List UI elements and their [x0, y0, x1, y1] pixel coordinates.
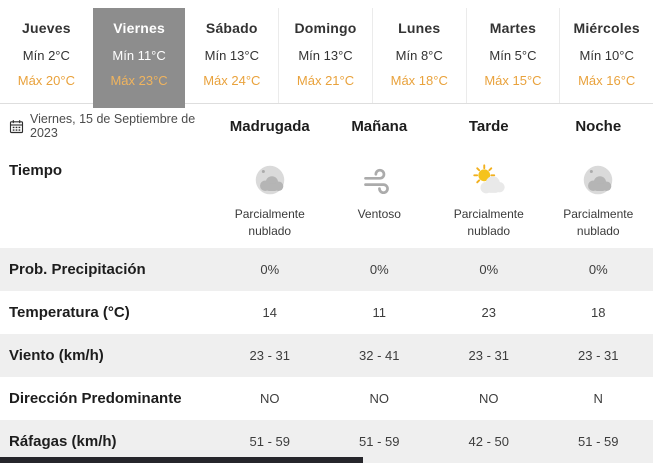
wind-row: Viento (km/h) 23 - 31 32 - 41 23 - 31 23… — [0, 334, 653, 377]
row-label-temperatura: Temperatura (°C) — [9, 304, 130, 321]
day-name: Miércoles — [573, 20, 640, 36]
precipitation-noche: 0% — [588, 262, 608, 277]
min-temp: Mín 5°C — [489, 48, 537, 63]
precipitation-tarde: 0% — [479, 262, 499, 277]
weather-caption: Ventoso — [357, 207, 401, 221]
min-temp: Mín 10°C — [579, 48, 634, 63]
gusts-noche: 51 - 59 — [578, 434, 619, 449]
row-label-direccion: Dirección Predominante — [9, 390, 182, 407]
day-tab-viernes-selected[interactable]: Viernes Mín 11°C Máx 23°C — [92, 8, 186, 108]
precipitation-row: Prob. Precipitación 0% 0% 0% 0% — [0, 248, 653, 291]
period-header-madrugada: Madrugada — [229, 117, 310, 135]
max-temp: Máx 24°C — [203, 73, 261, 88]
min-temp: Mín 2°C — [22, 48, 70, 63]
weather-condition-row: Tiempo Parcialmente nublado — [0, 148, 653, 248]
direction-tarde: NO — [479, 391, 499, 406]
period-header-manana: Mañana — [351, 117, 408, 135]
day-tab-martes[interactable]: Martes Mín 5°C Máx 15°C — [465, 8, 560, 103]
max-temp: Máx 18°C — [390, 73, 448, 88]
row-label-rafagas: Ráfagas (km/h) — [9, 433, 117, 450]
weather-caption: Parcialmente nublado — [563, 207, 634, 238]
precipitation-manana: 0% — [369, 262, 389, 277]
wind-manana: 32 - 41 — [359, 348, 400, 363]
period-header-noche: Noche — [575, 117, 622, 135]
temperature-manana: 11 — [372, 305, 387, 320]
weather-cell-noche: Parcialmente nublado — [544, 148, 653, 248]
max-temp: Máx 21°C — [296, 73, 355, 88]
day-name: Jueves — [22, 20, 71, 36]
calendar-icon — [9, 119, 24, 134]
weather-caption: Parcialmente nublado — [453, 207, 524, 238]
wind-direction-row: Dirección Predominante NO NO NO N — [0, 377, 653, 420]
day-tab-sabado[interactable]: Sábado Mín 13°C Máx 24°C — [185, 8, 279, 103]
wind-madrugada: 23 - 31 — [249, 348, 290, 363]
horizontal-scrollbar-track[interactable] — [0, 457, 653, 463]
day-name: Viernes — [113, 20, 165, 36]
partly-cloudy-night-icon — [251, 158, 289, 204]
max-temp: Máx 16°C — [578, 73, 636, 88]
max-temp: Máx 15°C — [484, 73, 542, 88]
weather-cell-tarde: Parcialmente nublado — [434, 148, 544, 248]
date-label: Viernes, 15 de Septiembre de 2023 — [30, 112, 196, 140]
gusts-manana: 51 - 59 — [359, 434, 400, 449]
day-tab-bar: Jueves Mín 2°C Máx 20°C Viernes Mín 11°C… — [0, 0, 653, 108]
min-temp: Mín 13°C — [298, 48, 353, 63]
wind-tarde: 23 - 31 — [468, 348, 509, 363]
wind-noche: 23 - 31 — [578, 348, 619, 363]
gusts-madrugada: 51 - 59 — [249, 434, 290, 449]
temperature-row: Temperatura (°C) 14 11 23 18 — [0, 291, 653, 334]
direction-noche: N — [593, 391, 603, 406]
day-name: Sábado — [205, 20, 258, 36]
min-temp: Mín 13°C — [204, 48, 259, 63]
temperature-madrugada: 14 — [262, 305, 277, 320]
max-temp: Máx 23°C — [110, 73, 168, 88]
precipitation-madrugada: 0% — [260, 262, 280, 277]
partly-cloudy-night-icon — [579, 158, 617, 204]
partly-cloudy-day-icon — [470, 158, 508, 204]
direction-madrugada: NO — [260, 391, 280, 406]
day-name: Martes — [489, 20, 537, 36]
period-header-row: Viernes, 15 de Septiembre de 2023 Madrug… — [0, 104, 653, 148]
row-label-precipitacion: Prob. Precipitación — [9, 261, 146, 278]
day-tab-lunes[interactable]: Lunes Mín 8°C Máx 18°C — [371, 8, 466, 103]
direction-manana: NO — [369, 391, 390, 406]
weather-caption: Parcialmente nublado — [234, 207, 305, 238]
day-tab-domingo[interactable]: Domingo Mín 13°C Máx 21°C — [278, 8, 372, 103]
wind-icon — [361, 158, 397, 204]
row-label-viento: Viento (km/h) — [9, 347, 104, 364]
temperature-tarde: 23 — [481, 305, 496, 320]
weather-cell-madrugada: Parcialmente nublado — [215, 148, 325, 248]
day-name: Domingo — [294, 20, 357, 36]
day-name: Lunes — [398, 20, 441, 36]
max-temp: Máx 20°C — [17, 73, 75, 88]
day-tab-miercoles[interactable]: Miércoles Mín 10°C Máx 16°C — [559, 8, 653, 103]
day-tab-jueves[interactable]: Jueves Mín 2°C Máx 20°C — [0, 8, 93, 103]
selected-date: Viernes, 15 de Septiembre de 2023 — [0, 112, 215, 140]
gusts-row: Ráfagas (km/h) 51 - 59 51 - 59 42 - 50 5… — [0, 420, 653, 463]
period-header-tarde: Tarde — [468, 117, 509, 135]
row-label-tiempo: Tiempo — [9, 162, 63, 179]
horizontal-scrollbar-thumb[interactable] — [0, 457, 363, 463]
temperature-noche: 18 — [591, 305, 606, 320]
gusts-tarde: 42 - 50 — [468, 434, 509, 449]
min-temp: Mín 11°C — [112, 48, 166, 63]
weather-cell-manana: Ventoso — [325, 148, 435, 248]
min-temp: Mín 8°C — [395, 48, 443, 63]
